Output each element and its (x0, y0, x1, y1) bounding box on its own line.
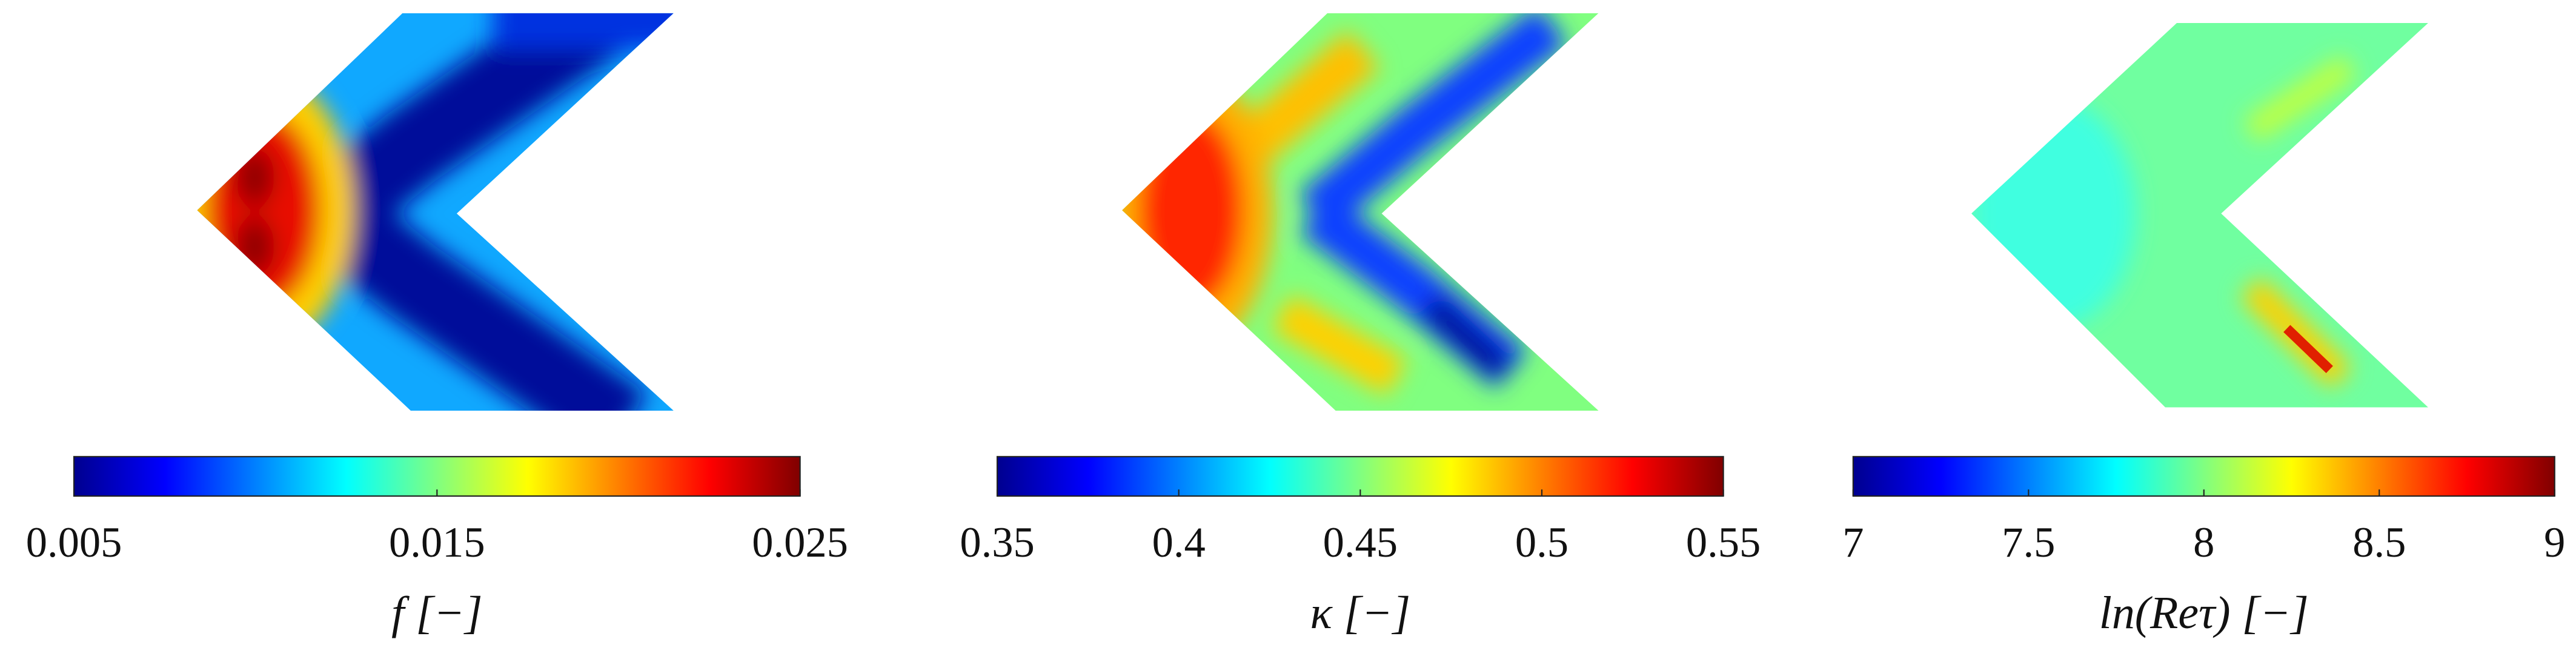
colorbar-label: f [−] (391, 588, 482, 638)
colorbar-label: ln(Reτ) [−] (2099, 588, 2309, 638)
tick-label: 0.35 (960, 519, 1034, 566)
tick-label: 7 (1842, 519, 1864, 566)
tick-label: 0.015 (389, 519, 485, 566)
heatmap-field (197, 13, 674, 411)
tick-label: 8 (2193, 519, 2214, 566)
heatmap-field (1971, 22, 2428, 408)
heatmap-field (1122, 13, 1599, 411)
tick-label: 0.005 (26, 519, 122, 566)
tick-label: 0.025 (752, 519, 848, 566)
tick-label: 0.4 (1152, 519, 1206, 566)
colorbar-label: κ [−] (1310, 588, 1410, 638)
tick-label: 0.55 (1686, 519, 1761, 566)
tick-label: 0.45 (1323, 519, 1398, 566)
tick-label: 8.5 (2352, 519, 2406, 566)
tick-label: 9 (2544, 519, 2565, 566)
tick-label: 7.5 (2002, 519, 2055, 566)
tick-label: 0.5 (1515, 519, 1569, 566)
